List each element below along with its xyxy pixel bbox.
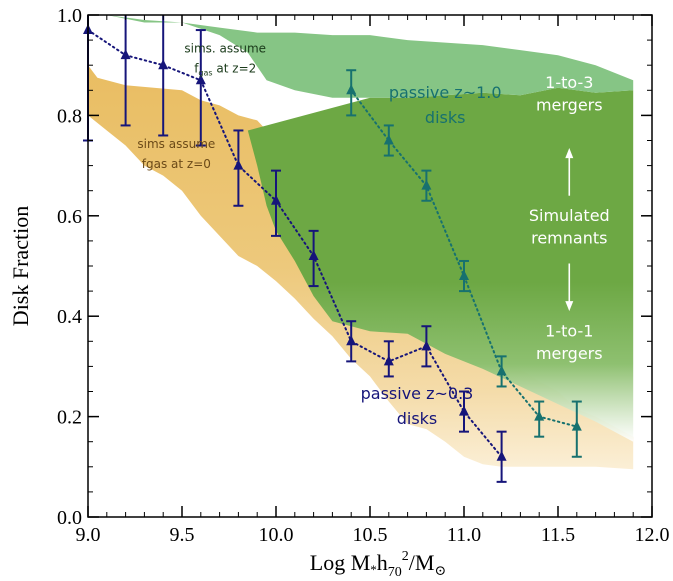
y-tick-label: 0.0 (57, 507, 82, 529)
x-tick-label: 12.0 (635, 524, 670, 546)
data-point (308, 249, 319, 260)
y-tick-label: 0.2 (57, 407, 82, 429)
label-passive-z10-line2: disks (425, 108, 466, 127)
data-point (496, 365, 507, 376)
x-tick-label: 10.0 (259, 524, 294, 546)
label-passive-z10-line1: passive z~1.0 (389, 83, 502, 102)
x-tick-label: 11.5 (541, 524, 575, 546)
data-point (534, 410, 545, 421)
x-tick-label: 9.5 (170, 524, 195, 546)
data-point (383, 134, 394, 145)
y-tick-label: 1.0 (57, 5, 82, 27)
x-tick-label: 9.0 (76, 524, 101, 546)
label-1to1-line1: 1-to-1 (545, 321, 593, 340)
arrow-down-head (565, 301, 574, 312)
region-fgas-z2 (88, 15, 634, 98)
data-point (120, 49, 131, 60)
y-axis-label: Disk Fraction (8, 206, 33, 326)
label-sims-fgas-z2-line2: fgas at z=2 (194, 62, 256, 78)
label-passive-z03-line1: passive z~0.3 (361, 384, 474, 403)
label-sims-fgas-z0-line1: sims assume (137, 137, 215, 151)
x-tick-label: 11.0 (447, 524, 481, 546)
data-point (383, 355, 394, 366)
y-tick-label: 0.8 (57, 105, 82, 127)
data-point (421, 340, 432, 351)
label-simulated: Simulated (529, 206, 610, 225)
series-passive-z10 (346, 69, 582, 458)
x-tick-label: 10.5 (353, 524, 388, 546)
data-point (271, 194, 281, 205)
data-point (233, 159, 244, 170)
label-sims-fgas-z0-line2: fgas at z=0 (142, 157, 211, 171)
series-passive-z03 (83, 15, 507, 483)
data-point (571, 420, 582, 431)
label-remnants: remnants (531, 228, 607, 247)
data-point (346, 335, 357, 346)
arrow-up-head (565, 148, 574, 159)
series-passive-z03-line (87, 29, 503, 458)
data-point (195, 74, 206, 85)
region-simulated-remnants (247, 87, 634, 442)
label-1to1-line2: mergers (536, 344, 603, 363)
label-sims-fgas-z2-line1: sims. assume (184, 42, 266, 56)
data-point (421, 179, 432, 190)
data-point (158, 59, 169, 70)
data-point (496, 450, 507, 461)
data-point (459, 270, 469, 281)
label-1to3-line2: mergers (536, 95, 603, 114)
y-tick-label: 0.4 (57, 306, 82, 328)
data-point (346, 84, 357, 95)
x-axis-label: Log M*h702/M⊙ (310, 549, 446, 580)
label-passive-z03-line2: disks (397, 409, 438, 428)
data-point (459, 405, 469, 416)
label-1to3-line1: 1-to-3 (545, 73, 593, 92)
y-tick-label: 0.6 (57, 206, 82, 228)
